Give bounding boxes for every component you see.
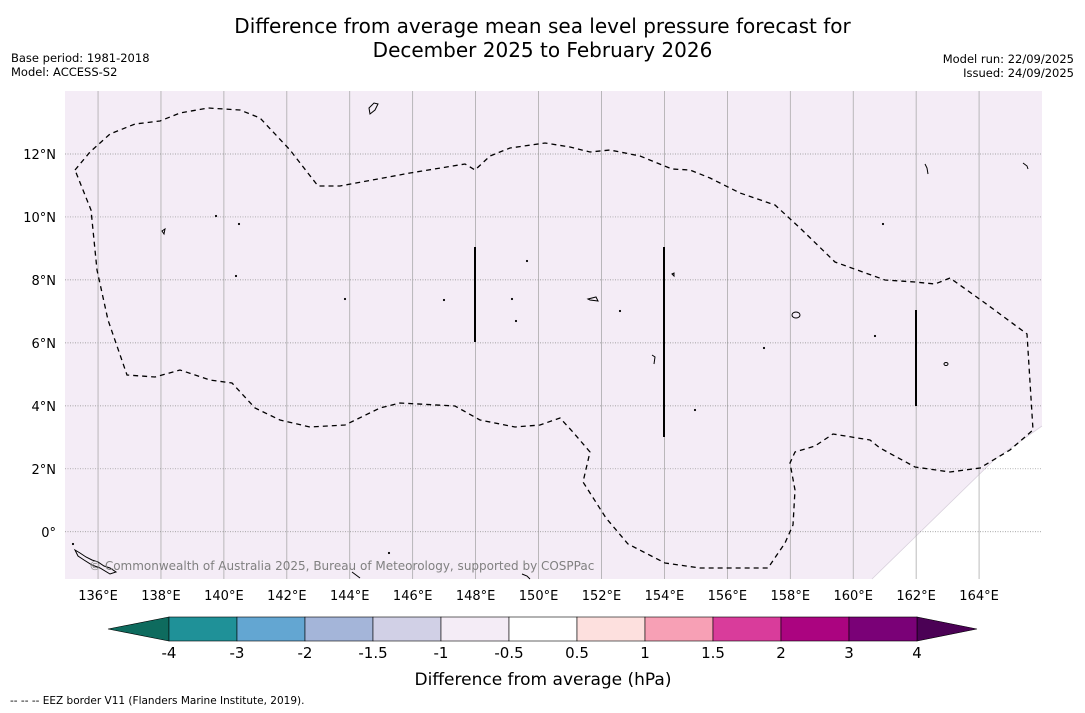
- lat-tick-label: 12°N: [23, 148, 56, 163]
- lat-tick-label: 2°N: [32, 463, 57, 478]
- lon-tick-label: 142°E: [267, 589, 307, 604]
- lon-tick-label: 148°E: [456, 589, 496, 604]
- colorbar-swatch: [372, 616, 442, 642]
- eez-border: [74, 107, 1034, 569]
- colorbar-title: Difference from average (hPa): [415, 670, 672, 690]
- colorbar-swatch: [236, 616, 306, 642]
- colorbar-tick-label: -3: [230, 644, 245, 662]
- copyright-notice: © Commonwealth of Australia 2025, Bureau…: [89, 559, 594, 573]
- colorbar-swatch: [712, 616, 782, 642]
- islands: [71, 102, 1029, 580]
- colorbar-tick-label: -1: [434, 644, 449, 662]
- colorbar-tick-label: 1.5: [701, 644, 725, 662]
- lon-tick-label: 144°E: [330, 589, 370, 604]
- meta-right: Model run: 22/09/2025 Issued: 24/09/2025: [943, 52, 1074, 80]
- map-background: [65, 91, 1042, 579]
- base-period: Base period: 1981-2018: [11, 51, 150, 65]
- colorbar-swatch: [780, 616, 850, 642]
- colorbar-swatch: [576, 616, 646, 642]
- colorbar-tick-label: -4: [162, 644, 177, 662]
- lat-tick-label: 6°N: [32, 337, 57, 352]
- colorbar-tick-label: 0.5: [565, 644, 589, 662]
- lat-tick-label: 0°: [41, 526, 56, 541]
- lon-tick-label: 160°E: [833, 589, 873, 604]
- lon-tick-label: 152°E: [582, 589, 622, 604]
- colorbar-tick-label: -0.5: [494, 644, 523, 662]
- colorbar-swatch: [168, 616, 238, 642]
- colorbar-swatch: [848, 616, 918, 642]
- meta-left: Base period: 1981-2018 Model: ACCESS-S2: [11, 51, 150, 79]
- lon-tick-label: 146°E: [393, 589, 433, 604]
- lon-tick-label: 164°E: [959, 589, 999, 604]
- lon-tick-label: 136°E: [78, 589, 118, 604]
- title-line-2: December 2025 to February 2026: [372, 38, 713, 62]
- issued-date: Issued: 24/09/2025: [963, 66, 1074, 80]
- model-name: Model: ACCESS-S2: [11, 65, 118, 79]
- map-panel: © Commonwealth of Australia 2025, Bureau…: [23, 91, 1043, 604]
- colorbar-extend-high: [916, 616, 978, 642]
- lon-tick-label: 158°E: [771, 589, 811, 604]
- latitude-axis: 12°N 10°N 8°N 6°N 4°N 2°N 0°: [23, 148, 56, 541]
- map-title: Difference from average mean sea level p…: [0, 14, 1085, 62]
- lon-tick-label: 140°E: [204, 589, 244, 604]
- colorbar-swatch: [440, 616, 510, 642]
- model-run: Model run: 22/09/2025: [942, 52, 1074, 66]
- colorbar: -4 -3 -2 -1.5 -1 -0.5 0.5 1 1.5 2 3 4: [107, 616, 978, 662]
- colorbar-tick-label: 2: [776, 644, 786, 662]
- no-data-area: [872, 426, 1042, 579]
- lat-tick-label: 10°N: [23, 211, 56, 226]
- lon-tick-label: 138°E: [141, 589, 181, 604]
- lon-tick-label: 150°E: [519, 589, 559, 604]
- lat-tick-label: 8°N: [32, 274, 57, 289]
- colorbar-swatch: [304, 616, 374, 642]
- lon-tick-label: 156°E: [708, 589, 748, 604]
- colorbar-tick-label: -2: [298, 644, 313, 662]
- colorbar-tick-label: 1: [640, 644, 650, 662]
- colorbar-swatch: [508, 616, 578, 642]
- colorbar-extend-low: [107, 616, 170, 642]
- lon-tick-label: 154°E: [645, 589, 685, 604]
- longitude-axis: 136°E 138°E 140°E 142°E 144°E 146°E 148°E 150°E…: [78, 589, 999, 604]
- eez-legend-note: -- -- -- EEZ border V11 (Flanders Marine…: [10, 695, 305, 707]
- title-line-1: Difference from average mean sea level p…: [234, 14, 851, 38]
- lon-tick-label: 162°E: [896, 589, 936, 604]
- no-data-edge: [871, 425, 1043, 580]
- colorbar-tick-label: 3: [844, 644, 854, 662]
- colorbar-tick-label: 4: [912, 644, 922, 662]
- lat-tick-label: 4°N: [32, 400, 57, 415]
- colorbar-tick-label: -1.5: [358, 644, 387, 662]
- colorbar-swatch: [644, 616, 714, 642]
